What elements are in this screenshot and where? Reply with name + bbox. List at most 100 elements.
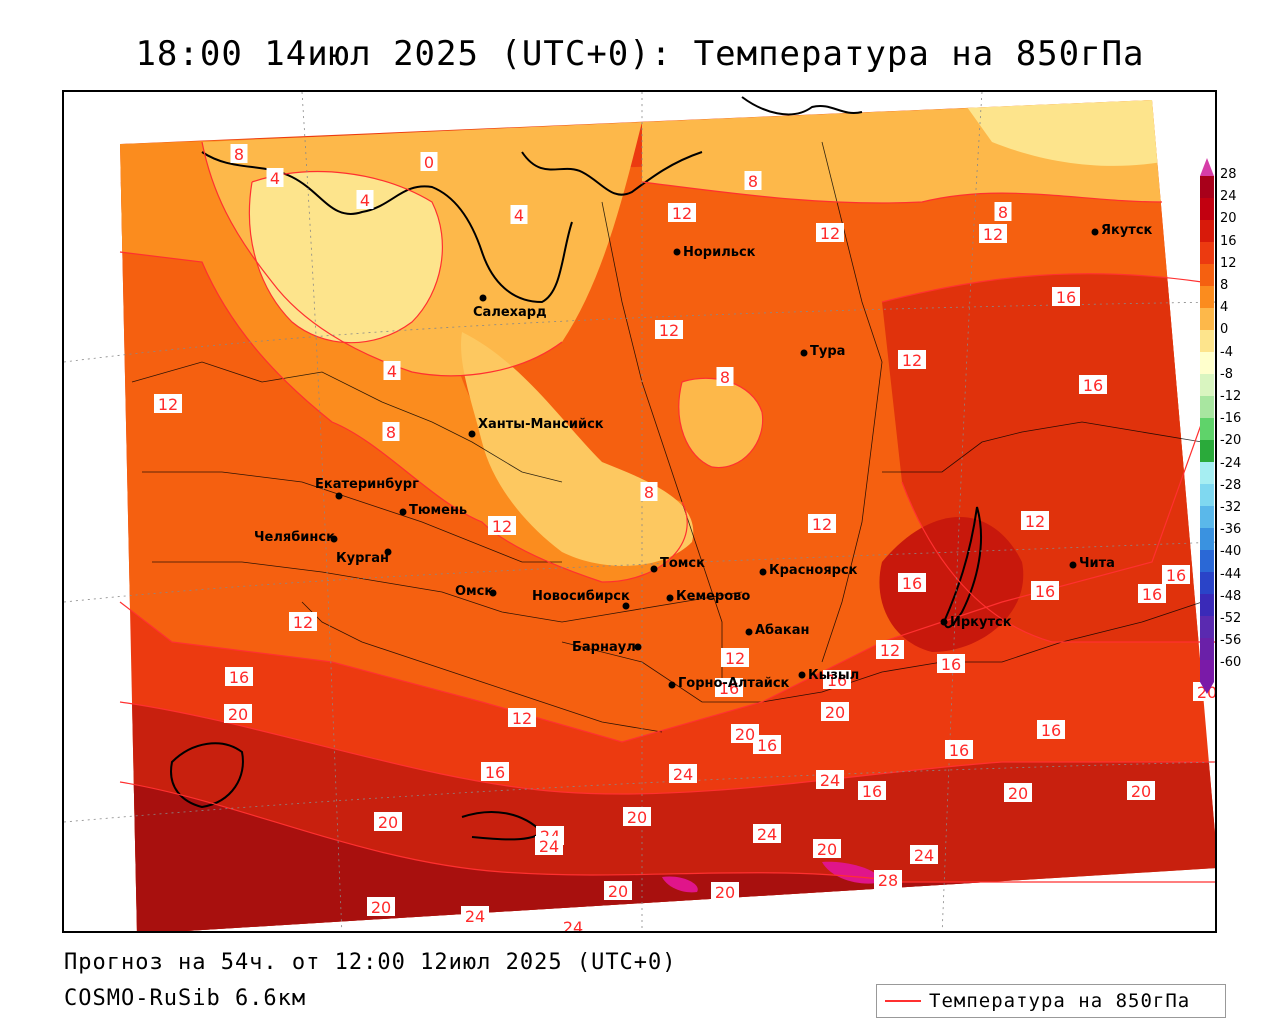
isotherm-label: 24 [539,837,559,856]
isotherm-label: 8 [644,483,654,502]
scale-segment [1200,176,1214,198]
scale-label: 16 [1220,233,1237,249]
isotherm-label-bg [1004,783,1032,802]
city-label: Томск [660,556,705,571]
scale-segment [1200,220,1214,242]
isotherm-label: 20 [715,883,735,902]
isotherm-label-bg [1127,781,1155,800]
scale-label: -16 [1220,411,1242,427]
scale-segment [1200,396,1214,418]
city-marker [666,594,674,602]
isotherm-label: 12 [293,613,313,632]
isotherm-label-bg [461,906,489,925]
scale-label: -12 [1220,389,1242,404]
isotherm-label: 20 [817,840,837,859]
isotherm-label: 24 [914,846,934,865]
isotherm-label-bg [374,812,402,831]
scale-segment [1200,528,1214,550]
isotherm-label: 16 [719,679,739,698]
isotherm-label: 12 [725,649,745,668]
city-label: Норильск [683,245,756,260]
isotherm-label-bg [753,735,781,754]
city-label: Тура [810,344,845,359]
isotherm-label: 12 [812,515,832,534]
scale-label: -4 [1220,344,1233,360]
scale-segment [1200,638,1214,660]
isotherm-label-bg [669,764,697,783]
isotherm-label: 16 [229,668,249,687]
isotherm-label-bg [668,203,696,222]
legend-line-swatch [885,1000,921,1002]
scale-segment [1200,352,1214,374]
scale-label: 12 [1220,255,1237,271]
isotherm-label-bg [721,648,749,667]
scale-top-arrow [1200,158,1214,176]
scale-label: 24 [1220,189,1237,205]
scale-segment [1200,616,1214,638]
isotherm-label-bg [994,202,1012,221]
temp-zone-28 [722,901,822,931]
isotherm-label-bg [753,824,781,843]
isotherm-label-bg [508,708,536,727]
isotherm-label: 20 [608,882,628,901]
city-marker [1091,228,1099,236]
scale-label: -56 [1220,633,1242,649]
scale-label: -60 [1220,655,1242,671]
isotherm-label-bg [420,152,438,171]
city-marker [759,568,767,576]
scale-label: -8 [1220,366,1233,382]
temp-zone-8-central [678,378,763,468]
isotherm-label: 16 [862,782,882,801]
city-marker [800,349,808,357]
isotherm-label-bg [1162,565,1190,584]
scale-label: -52 [1220,611,1242,626]
scale-label: -48 [1220,588,1242,604]
city-marker [634,643,642,651]
scale-label: 0 [1220,322,1229,338]
city-label: Омск [455,584,493,599]
map-legend: Температура на 850гПа [876,984,1226,1018]
color-scale-bar [1200,158,1214,694]
isotherm-label-bg [1021,511,1049,530]
scale-segment [1200,484,1214,506]
isotherm-label: 12 [512,709,532,728]
isotherm-label-bg [154,394,182,413]
scale-segment [1200,308,1214,330]
isotherm-label: 20 [825,703,845,722]
city-marker [940,618,948,626]
city-marker [668,681,676,689]
isotherm-label-bg [858,781,886,800]
scale-segment [1200,242,1214,264]
isotherm-label-bg [266,168,284,187]
isotherm-label-bg [655,320,683,339]
scale-segment [1200,550,1214,572]
isotherm-label-bg [937,654,965,673]
city-label: Абакан [755,623,810,638]
city-label: Барнаул [572,640,636,655]
scale-bottom-arrow [1200,682,1214,694]
isotherm-label: 16 [757,736,777,755]
isotherm-label: 8 [386,423,396,442]
scale-label: -40 [1220,544,1242,560]
isotherm-label: 12 [659,321,679,340]
isotherm-label-bg [488,516,516,535]
isotherm-label: 16 [1083,376,1103,395]
isotherm-label: 12 [492,517,512,536]
isotherm-label-bg [876,640,904,659]
city-marker [468,430,476,438]
isotherm-label-bg [367,897,395,916]
city-label: Новосибирск [532,589,630,604]
isotherm-label: 20 [1131,782,1151,801]
isotherm-label: 24 [820,771,840,790]
admin-borders [131,141,1203,733]
isotherm-label: 16 [1142,585,1162,604]
isotherm-label-bg [1031,581,1059,600]
scale-label: -20 [1220,433,1242,449]
isotherm-label-bg [821,702,849,721]
city-label: Екатеринбург [315,477,419,492]
scale-segment [1200,264,1214,286]
isotherm-label: 16 [941,655,961,674]
isotherm-label: 12 [902,351,922,370]
isotherm-label-bg [559,917,587,931]
